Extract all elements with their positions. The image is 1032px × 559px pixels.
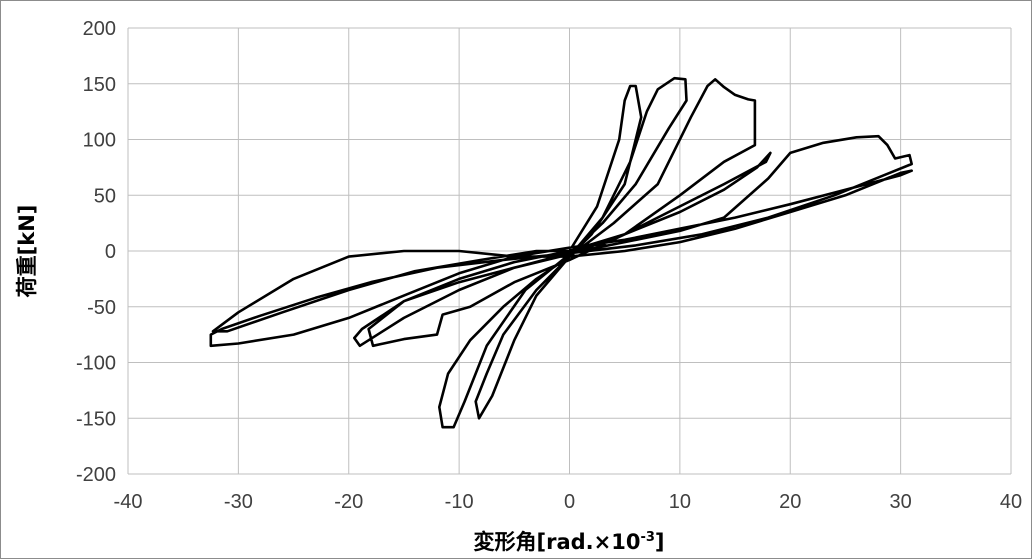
x-tick-label: -40 xyxy=(114,491,143,513)
x-tick-label: -10 xyxy=(445,491,474,513)
y-tick-label: 100 xyxy=(83,130,116,152)
plot-area xyxy=(209,76,913,429)
series-line xyxy=(209,76,913,429)
x-tick-label: 20 xyxy=(779,491,801,513)
y-tick-label: -100 xyxy=(76,353,116,375)
x-tick-label: 30 xyxy=(890,491,912,513)
x-axis-title: 変形角[rad.×10-3] xyxy=(473,530,664,554)
y-tick-label: 150 xyxy=(83,74,116,96)
x-tick-label: -30 xyxy=(224,491,253,513)
y-tick-label: 50 xyxy=(94,185,116,207)
x-tick-label: 0 xyxy=(564,491,575,513)
y-axis-title: 荷重[kN] xyxy=(15,205,39,298)
tick-labels: -40 -30 -20 -10 0 10 20 30 40200150100500-50-100… xyxy=(76,18,1022,513)
x-tick-label: -20 xyxy=(334,491,363,513)
x-tick-label: 40 xyxy=(1000,491,1022,513)
y-tick-label: 200 xyxy=(83,18,116,40)
y-tick-label: -150 xyxy=(76,408,116,430)
x-tick-label: 10 xyxy=(669,491,691,513)
y-tick-label: 0 xyxy=(105,241,116,263)
y-tick-label: -200 xyxy=(76,464,116,486)
y-tick-label: -50 xyxy=(87,297,116,319)
